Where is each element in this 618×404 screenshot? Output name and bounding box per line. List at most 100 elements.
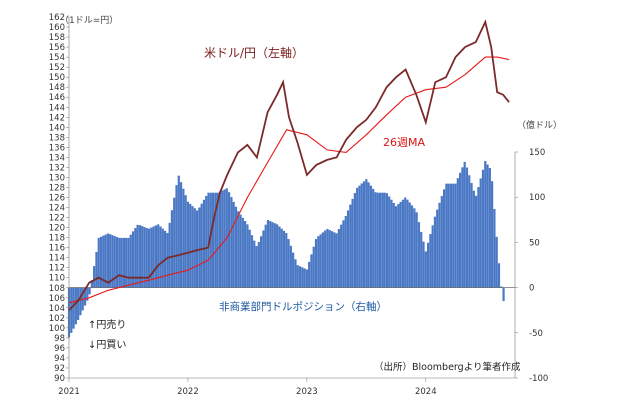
left-tick-label: 114 [49,254,65,264]
position-bar [150,227,153,288]
position-bar [264,224,267,288]
source-note: （出所）Bloombergより筆者作成 [374,361,521,373]
position-bar [143,227,146,288]
position-bar [246,224,249,288]
position-bar [122,237,125,288]
position-bar [234,206,238,288]
left-tick-label: 154 [49,53,65,63]
left-tick-label: 92 [54,364,65,374]
position-bar [333,232,336,288]
position-bar [154,225,158,288]
position-bar [179,182,183,288]
position-bar [280,228,283,288]
position-bar [319,234,322,288]
position-bar [353,193,356,288]
left-tick-label: 106 [49,294,65,304]
position-bar [241,217,244,288]
position-bar [136,224,139,288]
ma-label: 26週MA [383,136,425,149]
position-bar [166,233,169,288]
left-tick-label: 144 [49,103,65,113]
position-bar [426,242,430,288]
position-bar [198,207,201,288]
position-bar [356,187,359,288]
usdjpy-label: 米ドル/円（左軸） [204,45,304,60]
position-bar [324,230,327,288]
position-bar [216,192,219,288]
position-bar [312,246,315,288]
position-bar [271,222,274,288]
position-bar [447,183,450,288]
position-bar [385,193,389,288]
position-bar [191,206,194,288]
position-bar [95,252,98,288]
right-axis-ticks: 150 100 50 0 -50 -100 [515,148,548,384]
position-bar [287,239,290,288]
position-bar [184,195,187,288]
position-bar [269,221,272,288]
position-bar [262,230,265,288]
left-tick-label: 100 [49,324,65,334]
position-bar [232,201,235,288]
position-bar [170,210,174,288]
left-tick-label: 90 [54,374,65,384]
usdjpy-line [68,19,510,311]
x-tick-label: 2024 [415,387,437,397]
left-tick-label: 162 [49,13,65,23]
left-tick-label: 116 [49,244,65,254]
position-bar [314,239,318,288]
right-tick-label: 150 [529,148,545,158]
ma-line [68,56,510,304]
position-bar [230,197,233,288]
position-bar [470,182,473,288]
position-bar [83,287,87,306]
position-bar [367,182,370,288]
x-tick-label: 2023 [296,387,318,397]
position-bar [461,167,464,288]
position-bar [365,179,368,288]
position-bar [401,199,405,288]
left-tick-label: 118 [49,234,65,244]
position-bar [127,237,130,288]
position-bar [413,208,416,288]
left-tick-label: 108 [49,284,65,294]
position-bar [422,241,425,288]
position-bar [479,178,482,288]
position-bar [205,195,208,288]
position-bar [113,236,116,288]
right-tick-label: -100 [529,374,548,384]
position-bar [177,175,180,288]
position-bar [244,221,247,288]
left-tick-label: 142 [49,113,65,123]
position-bar [321,232,324,288]
position-bar [202,199,206,288]
position-bar [390,199,393,288]
position-bar [465,167,469,288]
position-bar [72,287,75,329]
position-bar [388,196,391,288]
left-tick-label: 96 [54,344,65,354]
position-bar [228,192,231,288]
position-bar [266,219,270,288]
position-bar [161,228,164,288]
position-bar [394,206,398,288]
position-bar [502,287,505,302]
position-bar [317,236,320,288]
position-bar [134,228,137,288]
position-bar [248,229,251,288]
left-tick-label: 160 [49,23,65,33]
position-bar [495,236,498,288]
position-bar [442,189,446,288]
position-bar [273,223,276,288]
position-bar [207,192,210,288]
position-bar [195,210,199,288]
position-bar [102,235,105,288]
position-bar [88,287,91,295]
position-bar [292,252,295,288]
position-bar [175,185,178,288]
position-bar [111,235,114,288]
position-bar [305,269,308,288]
left-tick-label: 148 [49,83,65,93]
position-bar [138,225,142,288]
